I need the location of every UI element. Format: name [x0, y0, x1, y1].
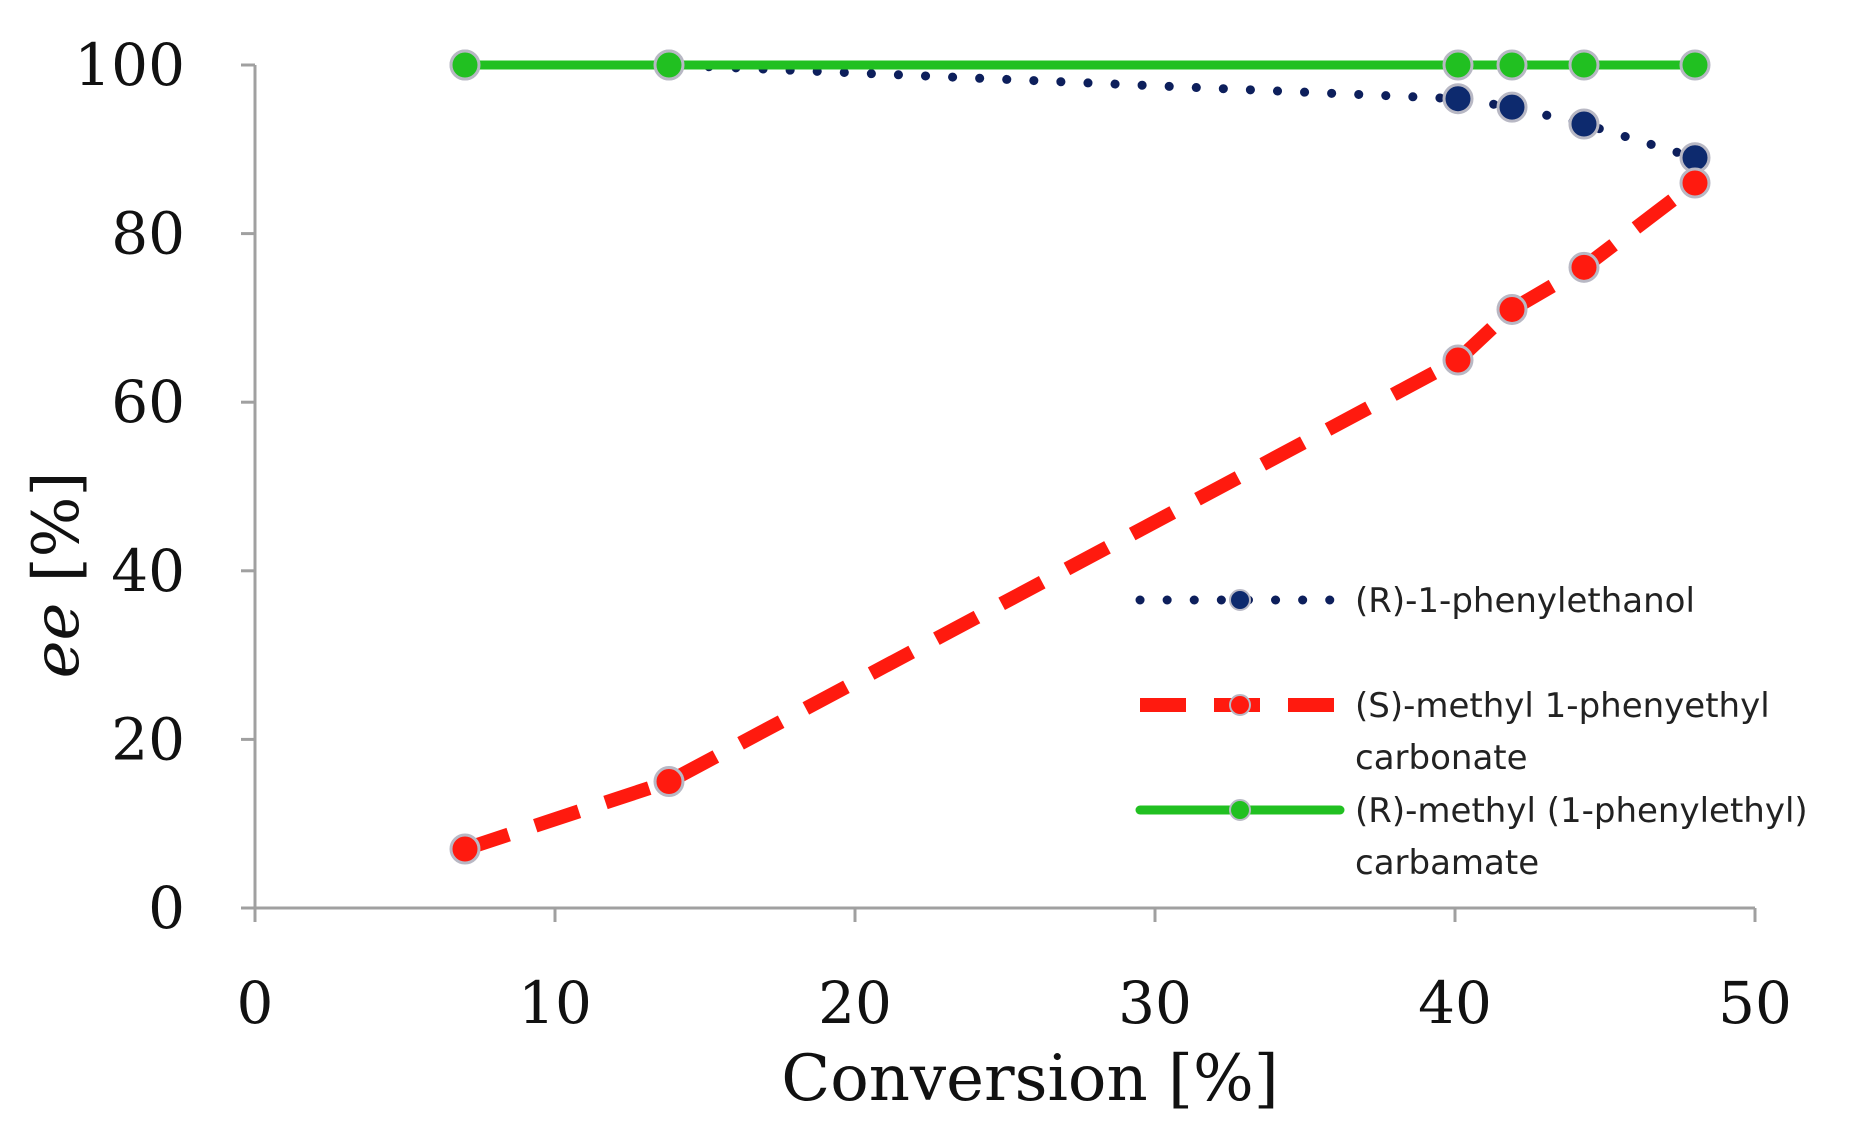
data-point	[653, 49, 685, 81]
axes	[253, 65, 1755, 910]
y-axis-title-unit: [%]	[20, 472, 94, 603]
legend-entry: (R)-methyl (1-phenylethyl) carbamate	[1135, 791, 1808, 883]
y-tick-label: 80	[111, 200, 185, 268]
data-point	[1496, 91, 1528, 123]
legend-marker	[1229, 694, 1251, 716]
x-tick-label: 50	[1718, 969, 1792, 1037]
series-line	[462, 177, 1700, 856]
x-tick-label: 30	[1118, 969, 1192, 1037]
y-tick-label: 20	[111, 705, 185, 773]
ticks: 0 10 20 30 40 50 0 20 40 60 80 100	[74, 31, 1792, 1037]
data-point	[1679, 49, 1711, 81]
x-tick-label: 40	[1418, 969, 1492, 1037]
legend-label: (S)-methyl 1-phenyethyl	[1355, 686, 1770, 726]
legend-entry: (R)-1-phenylethanol	[1135, 581, 1695, 621]
x-tick-label: 0	[237, 969, 274, 1037]
data-point	[1568, 49, 1600, 81]
x-axis-title: Conversion [%]	[781, 1042, 1279, 1116]
legend-entry: (S)-methyl 1-phenyethyl carbonate	[1140, 686, 1770, 778]
series-line	[460, 60, 1700, 163]
legend-label: carbamate	[1355, 843, 1539, 883]
data-point	[1568, 108, 1600, 140]
y-tick-label: 0	[148, 874, 185, 942]
data-point	[1442, 344, 1474, 376]
data-point	[1442, 49, 1474, 81]
y-tick-label: 100	[74, 31, 185, 99]
data-point	[1496, 49, 1528, 81]
y-tick-label: 60	[111, 368, 185, 436]
data-point	[1442, 83, 1474, 115]
data-point	[1679, 167, 1711, 199]
x-tick-label: 10	[518, 969, 592, 1037]
legend-label: (R)-methyl (1-phenylethyl)	[1355, 791, 1808, 831]
data-point	[449, 49, 481, 81]
series-group	[449, 49, 1711, 865]
legend-label: carbonate	[1355, 738, 1528, 778]
series-2	[449, 167, 1711, 865]
legend-label: (R)-1-phenylethanol	[1355, 581, 1695, 621]
y-tick-label: 40	[111, 537, 185, 605]
legend-marker	[1229, 589, 1251, 611]
x-tick-label: 20	[818, 969, 892, 1037]
y-axis-title-italic: ee	[20, 603, 94, 679]
data-point	[1496, 293, 1528, 325]
series-3	[449, 49, 1711, 81]
data-point	[449, 833, 481, 865]
legend-marker	[1229, 799, 1251, 821]
data-point	[653, 766, 685, 798]
y-axis-title: ee [%]	[20, 472, 94, 679]
data-point	[1568, 251, 1600, 283]
legend: (R)-1-phenylethanol (S)-methyl 1-phenyeth…	[1135, 581, 1808, 883]
